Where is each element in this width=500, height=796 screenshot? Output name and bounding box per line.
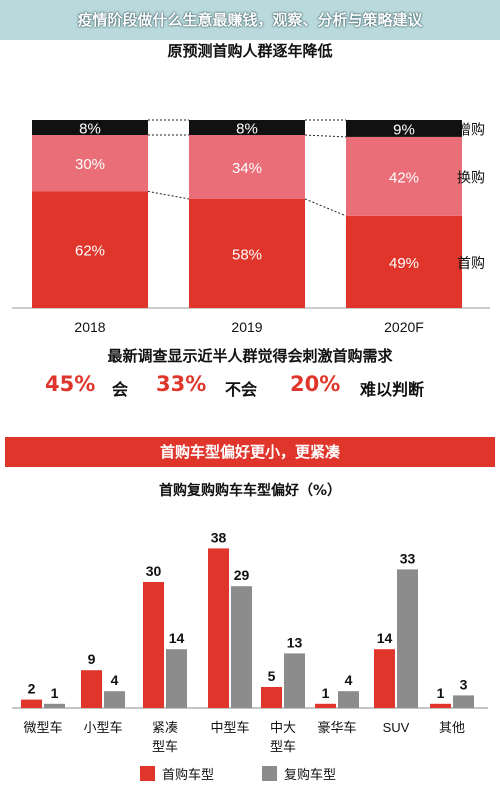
x-tick-label: 中大 (270, 720, 296, 735)
bar-增购-2019 (189, 120, 305, 136)
data-label-复购车型: 13 (287, 634, 303, 650)
legend-label-复购车型: 复购车型 (284, 767, 336, 782)
data-label-复购车型: 1 (51, 685, 59, 701)
bar-首购车型-中大型车 (261, 687, 282, 708)
connector-line (304, 198, 347, 217)
data-label-复购车型: 4 (345, 672, 353, 688)
bar-增购-2020F (346, 120, 462, 137)
survey-label-unsure: 难以判断 (360, 380, 425, 399)
data-label-换购-2020F: 42% (389, 169, 419, 186)
x-tick-label: 中型车 (210, 720, 249, 735)
data-label-复购车型: 29 (234, 567, 250, 583)
bar-复购车型-中大型车 (284, 653, 305, 708)
data-label-首购-2018: 62% (75, 243, 105, 260)
data-label-首购车型: 2 (28, 681, 36, 697)
bar-首购车型-其他 (430, 703, 451, 708)
bar-增购-2018 (32, 120, 148, 136)
bar-复购车型-SUV (397, 569, 418, 708)
bar-首购车型-SUV (374, 649, 395, 708)
data-label-首购车型: 14 (377, 630, 393, 646)
grouped-bar-chart: 2 1微型车94小型车3014紧凑型车3829中型车513中大型车14豪华车143… (12, 529, 488, 782)
bar-首购车型-微型车 (21, 699, 42, 708)
x-tick-label: SUV (383, 720, 410, 735)
x-tick-label: 微型车 (23, 720, 62, 735)
survey-label-no: 不会 (225, 380, 258, 399)
data-label-增购-2019: 8% (236, 121, 258, 138)
x-tick-label: 2020F (384, 319, 424, 335)
bar-首购车型-豪华车 (315, 703, 336, 708)
data-label-首购车型: 30 (146, 563, 162, 579)
bar-复购车型-中型车 (231, 586, 252, 708)
bar-复购车型-微型车 (44, 703, 65, 708)
connector-line (147, 190, 190, 200)
data-label-复购车型: 4 (111, 672, 119, 688)
legend-label-首购: 首购 (457, 255, 485, 271)
section2-banner: 首购车型偏好更小，更紧凑 (5, 437, 495, 467)
bar-复购车型-其他 (453, 695, 474, 708)
bar-首购-2019 (189, 198, 305, 308)
data-label-增购-2018: 8% (79, 121, 101, 138)
data-label-首购车型: 1 (322, 685, 330, 701)
x-tick-label: 其他 (439, 720, 465, 735)
legend-label-增购: 增购 (457, 121, 485, 137)
data-label-复购车型: 14 (169, 630, 185, 646)
survey-value-unsure: 20% (290, 372, 341, 396)
legend-label-首购车型: 首购车型 (162, 767, 214, 782)
data-label-首购车型: 1 (437, 685, 445, 701)
data-label-首购-2019: 58% (232, 246, 262, 263)
bar-首购车型-小型车 (81, 670, 102, 708)
survey-value-no: 33% (156, 372, 207, 396)
bar-换购-2018 (32, 135, 148, 192)
stacked-bar-chart: 62% 30% 8% 2018 58% 34% 8% 2019 49% 42% 9% 2020F 首购 换… (12, 119, 490, 335)
x-tick-label: 型车 (152, 739, 178, 754)
page-title: 疫情阶段做什么生意最赚钱，观察、分析与策略建议 (77, 11, 423, 29)
legend-label-换购: 换购 (457, 169, 485, 185)
data-label-换购-2019: 34% (232, 160, 262, 177)
data-label-复购车型: 3 (460, 676, 468, 692)
bar-复购车型-小型车 (104, 691, 125, 708)
data-label-首购车型: 5 (268, 668, 276, 684)
survey-label-yes: 会 (112, 380, 129, 399)
header-bar: 疫情阶段做什么生意最赚钱，观察、分析与策略建议 (0, 0, 500, 40)
data-label-首购车型: 38 (211, 529, 227, 545)
bar-换购-2020F (346, 136, 462, 216)
x-tick-label: 小型车 (83, 720, 122, 735)
data-label-首购车型: 9 (88, 651, 96, 667)
survey-value-yes: 45% (45, 372, 96, 396)
bar-复购车型-豪华车 (338, 691, 359, 708)
bar-首购-2018 (32, 191, 148, 308)
data-label-复购车型: 33 (400, 550, 416, 566)
connector-line (304, 134, 347, 138)
x-tick-label: 紧凑 (152, 720, 178, 735)
bar-首购车型-中型车 (208, 548, 229, 708)
bar-换购-2019 (189, 135, 305, 199)
x-tick-label: 2018 (74, 319, 105, 335)
x-tick-label: 豪华车 (317, 720, 356, 735)
data-label-换购-2018: 30% (75, 156, 105, 173)
section2-title: 首购复购购车车型偏好（%） (158, 483, 342, 499)
legend-swatch-复购车型 (262, 766, 277, 781)
banner-title: 首购车型偏好更小，更紧凑 (159, 443, 340, 461)
legend-swatch-首购车型 (140, 766, 155, 781)
bar-复购车型-紧凑型车 (166, 649, 187, 708)
survey-title: 最新调查显示近半人群觉得会刺激首购需求 (107, 347, 393, 365)
data-label-首购-2020F: 49% (389, 255, 419, 272)
survey-results: 45% 会 33% 不会 20% 难以判断 (0, 372, 500, 404)
x-tick-label: 型车 (270, 739, 296, 754)
x-tick-label: 2019 (231, 319, 262, 335)
bar-首购车型-紧凑型车 (143, 582, 164, 708)
data-label-增购-2020F: 9% (393, 121, 415, 138)
section1-title: 原预测首购人群逐年降低 (167, 42, 333, 60)
bar-首购-2020F (346, 215, 462, 308)
